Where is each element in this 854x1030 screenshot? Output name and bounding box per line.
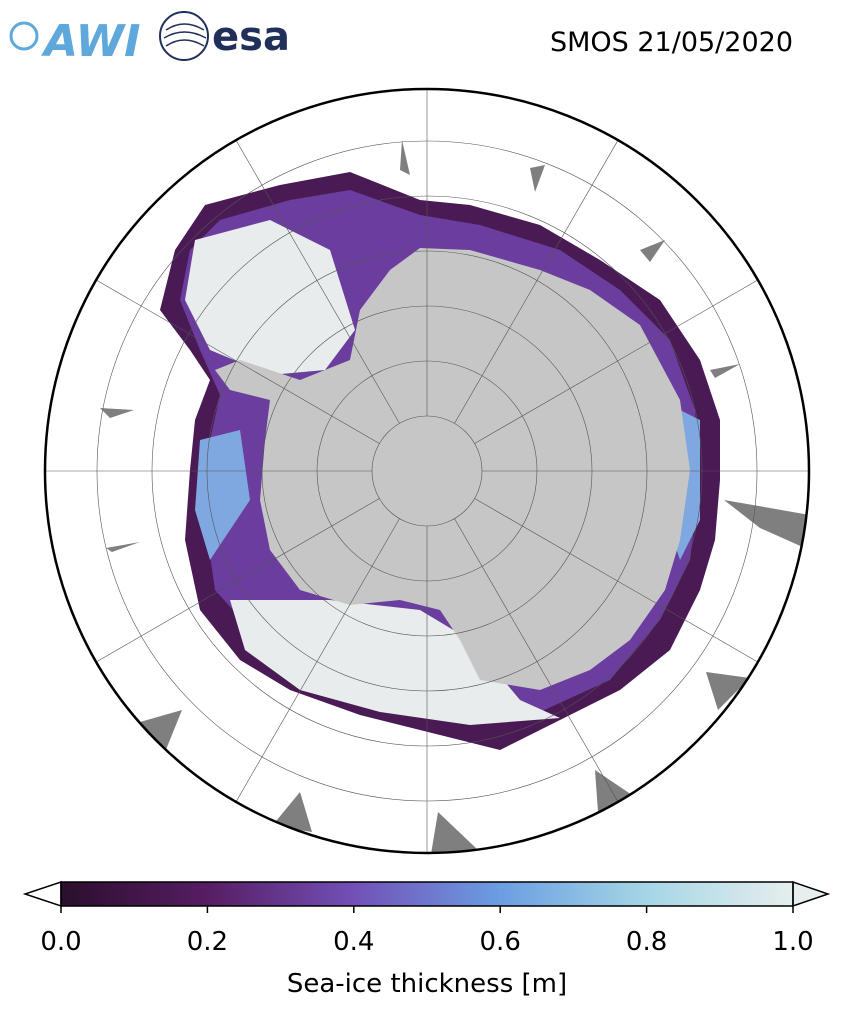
colorbar-tick-label: 0.6 (480, 927, 521, 957)
esa-logo-text: esa (212, 14, 290, 60)
meridians (45, 89, 809, 853)
colorbar: 0.0 0.2 0.4 0.6 0.8 1.0 (22, 880, 831, 957)
awi-logo-text: AWI (41, 16, 141, 67)
colorbar-frame (60, 881, 794, 907)
ross-thick-ice (230, 600, 560, 725)
map-border (43, 87, 811, 855)
colorbar-tick-label: 0.8 (626, 927, 667, 957)
antarctica (215, 248, 690, 690)
colorbar-tick-label: 0.0 (40, 927, 81, 957)
colorbar-extend-high (792, 880, 831, 908)
colorbar-label: Sea-ice thickness [m] (287, 969, 567, 999)
esa-logo: esa (159, 11, 290, 61)
colorbar-tick-label: 0.2 (187, 927, 228, 957)
weddell-thick-ice (185, 220, 355, 375)
land-fragments (100, 140, 809, 853)
colorbar-extend-low (22, 880, 62, 908)
colorbar-tick-label: 1.0 (772, 927, 813, 957)
sea-ice-patch (195, 430, 250, 560)
map (45, 89, 809, 853)
colorbar-tick-label: 0.4 (333, 927, 374, 957)
title: SMOS 21/05/2020 (550, 27, 793, 58)
awi-logo: AWI (9, 16, 141, 67)
colorbar-gradient (61, 882, 793, 906)
